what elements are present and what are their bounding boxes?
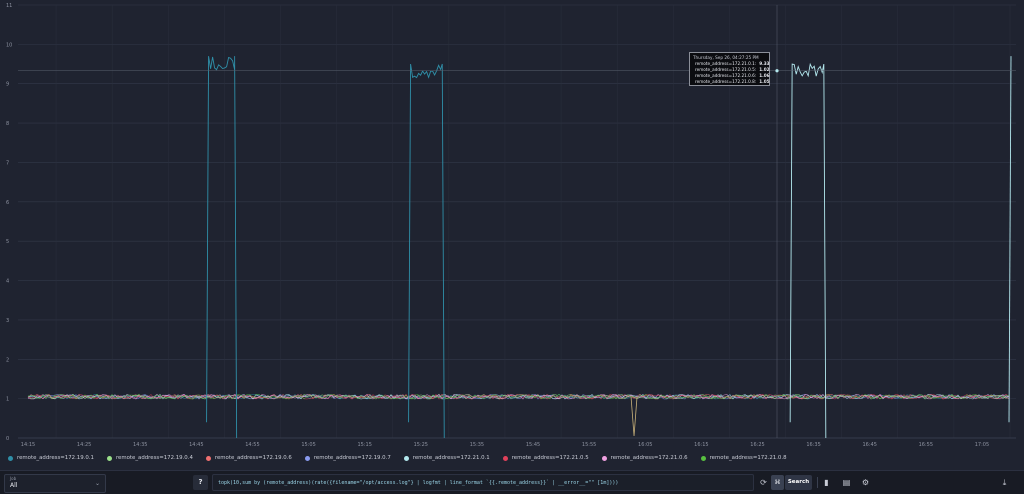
legend-swatch bbox=[304, 455, 310, 461]
legend-item[interactable]: remote_address=172.19.0.1 bbox=[8, 455, 94, 461]
legend-item[interactable]: remote_address=172.19.0.7 bbox=[304, 455, 391, 461]
tooltip-row-label: remote_address=172.21.0.6: bbox=[695, 73, 757, 78]
x-tick-label: 15:35 bbox=[470, 442, 484, 448]
chart-tooltip: Thursday, Sep 26, 04:27:25 PM remote_add… bbox=[689, 52, 770, 86]
tooltip-row: remote_address=172.21.0.8: 1.05 bbox=[693, 79, 770, 85]
tooltip-row-value: 1.05 bbox=[759, 79, 770, 84]
legend-item[interactable]: remote_address=172.21.0.6 bbox=[601, 455, 688, 461]
toolbar-divider bbox=[817, 477, 818, 488]
x-tick-label: 15:05 bbox=[301, 442, 315, 448]
x-tick-label: 14:55 bbox=[245, 442, 259, 448]
legend-item[interactable]: remote_address=172.19.0.6 bbox=[205, 455, 292, 461]
y-tick-label: 3 bbox=[6, 318, 9, 324]
time-series-chart[interactable]: 0 1 2 3 4 5 6 7 8 9 10 11 14:15 14:25 14:35 14:45 14:55… bbox=[0, 0, 1024, 450]
legend-item[interactable]: remote_address=172.21.0.1 bbox=[403, 455, 490, 461]
legend-swatch bbox=[205, 455, 211, 461]
legend-label: remote_address=172.21.0.1 bbox=[412, 455, 490, 461]
y-tick-label: 5 bbox=[6, 239, 9, 245]
query-toolbar: Job All ⌄ ? topk(10,sum by (remote_addre… bbox=[0, 470, 1024, 494]
legend-label: remote_address=172.19.0.4 bbox=[115, 455, 193, 461]
tooltip-row-label: remote_address=172.21.0.8: bbox=[695, 79, 757, 84]
tooltip-row-label: remote_address=172.21.0.1: bbox=[695, 61, 757, 66]
job-select-value: All bbox=[10, 482, 18, 489]
search-button[interactable]: Search bbox=[785, 475, 812, 490]
signal-bars-icon[interactable]: ▮ bbox=[824, 478, 829, 487]
legend-swatch bbox=[8, 455, 13, 461]
history-button[interactable]: ⌘ bbox=[771, 475, 784, 490]
download-icon[interactable]: ⤓ bbox=[1002, 478, 1007, 487]
x-tick-label: 14:35 bbox=[133, 442, 147, 448]
series-spike[interactable] bbox=[408, 63, 445, 439]
series-line[interactable] bbox=[27, 393, 1010, 400]
chevron-down-icon: ⌄ bbox=[94, 480, 100, 487]
legend-item[interactable]: remote_address=172.21.0.8 bbox=[700, 455, 787, 461]
legend-swatch bbox=[601, 455, 607, 461]
tooltip-row: remote_address=172.21.0.6: 1.06 bbox=[693, 73, 770, 79]
tooltip-row-value: 9.33 bbox=[759, 61, 770, 66]
x-tick-label: 16:15 bbox=[694, 442, 708, 448]
crosshair-point bbox=[775, 69, 779, 73]
query-input[interactable]: topk(10,sum by (remote_address)(rate({fi… bbox=[212, 474, 754, 491]
legend-label: remote_address=172.19.0.7 bbox=[313, 455, 391, 461]
tooltip-row: remote_address=172.21.0.1: 9.33 bbox=[693, 61, 770, 67]
x-tick-label: 15:15 bbox=[357, 442, 371, 448]
tooltip-row: remote_address=172.21.0.5: 1.02 bbox=[693, 67, 770, 73]
chart-legend: remote_address=172.19.0.1 remote_address=… bbox=[8, 452, 1018, 464]
dip-segment bbox=[630, 396, 638, 437]
legend-swatch bbox=[502, 455, 508, 461]
y-tick-label: 6 bbox=[6, 200, 9, 206]
x-tick-label: 15:45 bbox=[526, 442, 540, 448]
x-tick-label: 14:25 bbox=[77, 442, 91, 448]
x-tick-label: 16:35 bbox=[806, 442, 820, 448]
x-tick-label: 14:15 bbox=[21, 442, 35, 448]
x-tick-label: 15:25 bbox=[414, 442, 428, 448]
job-select[interactable]: Job All ⌄ bbox=[4, 474, 106, 493]
y-tick-label: 8 bbox=[6, 121, 9, 127]
x-tick-label: 16:05 bbox=[638, 442, 652, 448]
x-tick-label: 15:55 bbox=[582, 442, 596, 448]
series-spike[interactable] bbox=[789, 62, 827, 439]
y-tick-label: 9 bbox=[6, 82, 9, 88]
legend-label: remote_address=172.19.0.6 bbox=[214, 455, 292, 461]
legend-swatch bbox=[700, 455, 706, 461]
legend-swatch bbox=[106, 455, 112, 461]
series-spike[interactable] bbox=[206, 56, 238, 439]
y-tick-label: 4 bbox=[6, 279, 9, 285]
x-tick-label: 16:45 bbox=[863, 442, 877, 448]
tooltip-row-value: 1.02 bbox=[759, 67, 770, 72]
legend-swatch bbox=[403, 455, 409, 461]
legend-label: remote_address=172.21.0.8 bbox=[709, 455, 787, 461]
tooltip-row-label: remote_address=172.21.0.5: bbox=[695, 67, 757, 72]
legend-label: remote_address=172.21.0.6 bbox=[610, 455, 688, 461]
y-tick-label: 10 bbox=[6, 42, 12, 48]
tooltip-title: Thursday, Sep 26, 04:27:25 PM bbox=[693, 55, 759, 60]
legend-label: remote_address=172.19.0.1 bbox=[17, 455, 94, 461]
y-tick-label: 2 bbox=[6, 357, 9, 363]
y-tick-label: 7 bbox=[6, 160, 9, 166]
y-tick-label: 0 bbox=[6, 436, 9, 442]
legend-item[interactable]: remote_address=172.19.0.4 bbox=[106, 455, 193, 461]
help-button[interactable]: ? bbox=[193, 475, 208, 490]
y-tick-label: 1 bbox=[6, 397, 9, 403]
x-tick-label: 16:25 bbox=[750, 442, 764, 448]
gear-icon[interactable]: ⚙ bbox=[861, 478, 870, 487]
refresh-icon[interactable]: ⟳ bbox=[760, 478, 767, 487]
job-select-label: Job bbox=[10, 476, 17, 481]
clipboard-icon[interactable]: ▤ bbox=[842, 478, 851, 487]
x-tick-label: 14:45 bbox=[189, 442, 203, 448]
legend-label: remote_address=172.21.0.5 bbox=[511, 455, 589, 461]
series-spike[interactable] bbox=[1008, 56, 1012, 423]
y-tick-label: 11 bbox=[6, 3, 12, 9]
x-tick-label: 17:05 bbox=[975, 442, 989, 448]
tooltip-row-value: 1.06 bbox=[759, 73, 770, 78]
legend-item[interactable]: remote_address=172.21.0.5 bbox=[502, 455, 589, 461]
x-tick-label: 16:55 bbox=[919, 442, 933, 448]
